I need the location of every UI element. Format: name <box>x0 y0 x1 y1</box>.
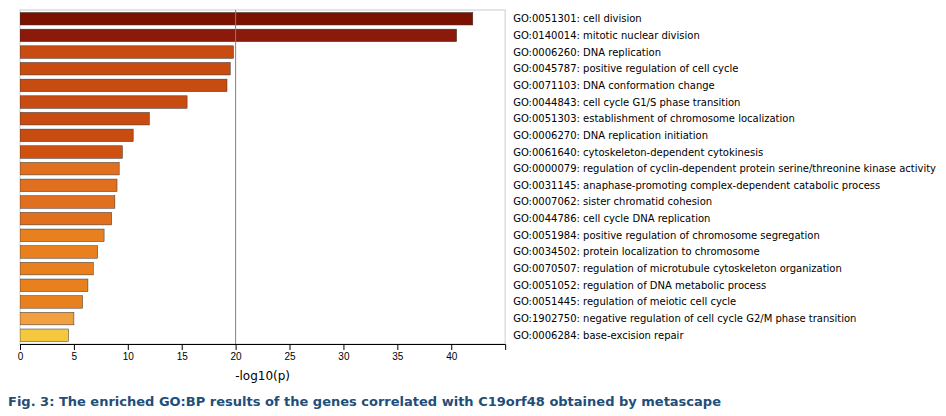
category-label: GO:0140014: mitotic nuclear division <box>513 30 700 41</box>
bars <box>20 10 473 344</box>
category-label: GO:0044843: cell cycle G1/S phase transi… <box>513 97 740 108</box>
category-label: GO:0031145: anaphase-promoting complex-d… <box>513 180 880 191</box>
bar <box>20 29 457 41</box>
bar <box>20 79 227 91</box>
category-label: GO:0006284: base-excision repair <box>513 330 684 341</box>
bar <box>20 129 133 141</box>
bar <box>20 296 83 308</box>
bar <box>20 229 104 241</box>
tick-label: 35 <box>392 351 404 362</box>
x-axis-title: -log10(p) <box>235 369 290 383</box>
category-labels: GO:0051301: cell division GO:0140014: mit… <box>513 13 936 341</box>
bar <box>20 329 69 341</box>
bar <box>20 46 233 58</box>
tick-label: 5 <box>72 351 78 362</box>
bar <box>20 212 112 224</box>
bar <box>20 162 119 174</box>
bar <box>20 62 230 74</box>
tick-mark <box>236 344 237 350</box>
tick-label: 0 <box>18 351 24 362</box>
tick-mark <box>182 344 183 350</box>
bar <box>20 96 187 108</box>
category-label: GO:0051301: cell division <box>513 13 642 24</box>
tick-label: 30 <box>338 351 350 362</box>
category-label: GO:0006260: DNA replication <box>513 47 661 58</box>
axis-line <box>21 345 506 351</box>
plot-frame <box>20 10 505 344</box>
category-label: GO:0061640: cytoskeleton-dependent cytok… <box>513 147 763 158</box>
category-label: GO:0070507: regulation of microtubule cy… <box>513 263 842 274</box>
category-label: GO:0006270: DNA replication initiation <box>513 130 708 141</box>
tick-mark <box>397 344 398 350</box>
bar <box>20 12 473 24</box>
reference-line <box>235 10 236 344</box>
tick-mark <box>74 344 75 350</box>
tick: 20 <box>231 344 243 362</box>
tick: 5 <box>72 344 78 362</box>
bar <box>20 112 149 124</box>
category-label: GO:0000079: regulation of cyclin-depende… <box>513 163 936 174</box>
category-label: GO:0051303: establishment of chromosome … <box>513 113 795 124</box>
tick-mark <box>290 344 291 350</box>
tick-mark <box>343 344 344 350</box>
bar <box>20 262 93 274</box>
bar <box>20 312 74 324</box>
category-label: GO:0044786: cell cycle DNA replication <box>513 213 710 224</box>
bar <box>20 246 98 258</box>
bar <box>20 196 115 208</box>
category-label: GO:0045787: positive regulation of cell … <box>513 63 738 74</box>
category-label: GO:1902750: negative regulation of cell … <box>513 313 856 324</box>
tick-label: 10 <box>123 351 135 362</box>
tick: 30 <box>338 344 350 362</box>
tick: 15 <box>177 344 189 362</box>
chart: GO:0051301: cell division GO:0140014: mit… <box>0 0 946 416</box>
tick: 10 <box>123 344 135 362</box>
category-label: GO:0051984: positive regulation of chrom… <box>513 230 820 241</box>
category-label: GO:0071103: DNA conformation change <box>513 80 715 91</box>
bar <box>20 279 88 291</box>
category-label: GO:0051052: regulation of DNA metabolic … <box>513 280 766 291</box>
tick: 0 <box>18 344 24 362</box>
category-label: GO:0007062: sister chromatid cohesion <box>513 196 712 207</box>
bar <box>20 179 117 191</box>
tick: 25 <box>284 344 296 362</box>
tick: 35 <box>392 344 404 362</box>
tick-mark <box>451 344 452 350</box>
tick: 40 <box>446 344 458 362</box>
category-label: GO:0034502: protein localization to chro… <box>513 246 760 257</box>
tick-label: 20 <box>231 351 243 362</box>
caption: Fig. 3: The enriched GO:BP results of th… <box>8 394 721 409</box>
tick-label: 25 <box>284 351 296 362</box>
tick-mark <box>20 344 21 350</box>
tick-label: 15 <box>177 351 189 362</box>
category-label: GO:0051445: regulation of meiotic cell c… <box>513 296 736 307</box>
bar <box>20 146 122 158</box>
tick-mark <box>128 344 129 350</box>
tick-label: 40 <box>446 351 458 362</box>
x-axis: 0 5 10 15 20 25 30 35 40 <box>18 344 506 362</box>
